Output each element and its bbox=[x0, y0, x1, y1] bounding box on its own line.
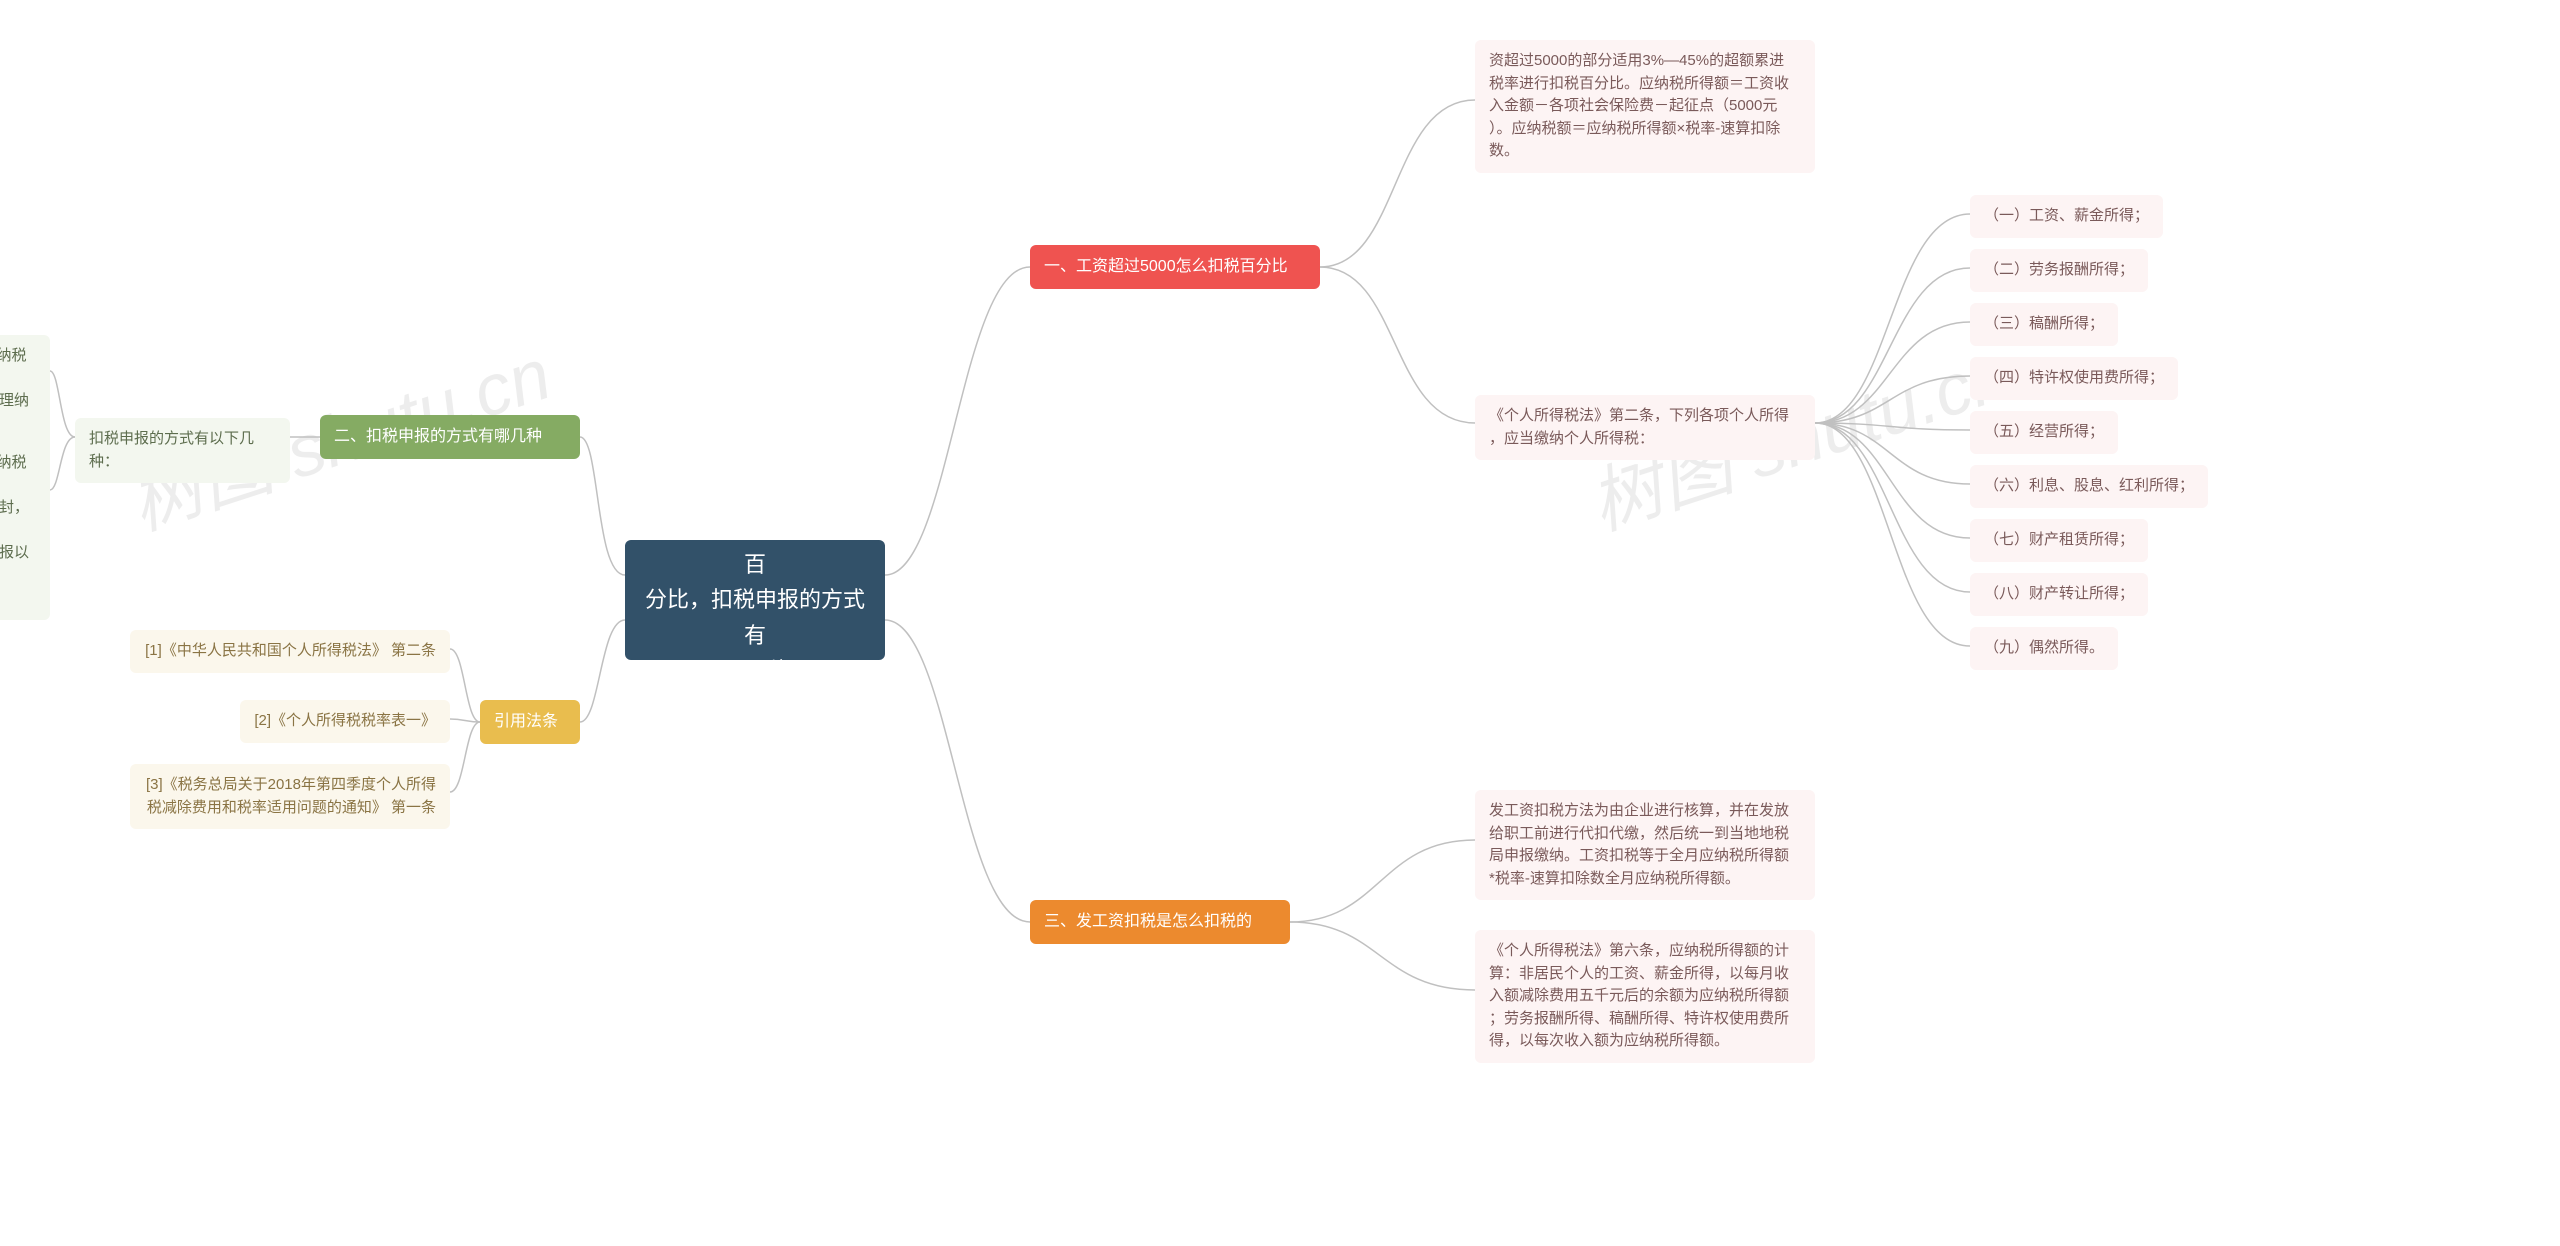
branch-three[interactable]: 三、发工资扣税是怎么扣税的 bbox=[1030, 900, 1290, 944]
branch-two-sub-2: 2.邮寄申报，纳税人采取邮寄方式办理纳税申 报的，应当使用统一的纳税申报专用信封… bbox=[0, 442, 50, 620]
branch-three-child-2: 《个人所得税法》第六条，应纳税所得额的计 算：非居民个人的工资、薪金所得，以每月… bbox=[1475, 930, 1815, 1063]
connector-layer bbox=[0, 0, 2560, 1246]
tax-income-item-3: （三）稿酬所得； bbox=[1970, 303, 2118, 346]
ref-item-2: [2]《个人所得税税率表一》 bbox=[240, 700, 450, 743]
branch-two-child: 扣税申报的方式有以下几种： bbox=[75, 418, 290, 483]
branch-one[interactable]: 一、工资超过5000怎么扣税百分比 bbox=[1030, 245, 1320, 289]
tax-income-item-6: （六）利息、股息、红利所得； bbox=[1970, 465, 2208, 508]
branch-three-child-1: 发工资扣税方法为由企业进行核算，并在发放 给职工前进行代扣代缴，然后统一到当地地… bbox=[1475, 790, 1815, 900]
tax-income-item-2: （二）劳务报酬所得； bbox=[1970, 249, 2148, 292]
tax-income-item-9: （九）偶然所得。 bbox=[1970, 627, 2118, 670]
ref-item-1: [1]《中华人民共和国个人所得税法》 第二条 bbox=[130, 630, 450, 673]
tax-income-item-4: （四）特许权使用费所得； bbox=[1970, 357, 2178, 400]
tax-income-item-8: （八）财产转让所得； bbox=[1970, 573, 2148, 616]
root-node[interactable]: 工资超过5000怎么扣税百 分比，扣税申报的方式有 哪几种 bbox=[625, 540, 885, 660]
branch-one-child-1: 资超过5000的部分适用3%—45%的超额累进 税率进行扣税百分比。应纳税所得额… bbox=[1475, 40, 1815, 173]
tax-income-item-7: （七）财产租赁所得； bbox=[1970, 519, 2148, 562]
ref-item-3: [3]《税务总局关于2018年第四季度个人所得 税减除费用和税率适用问题的通知》… bbox=[130, 764, 450, 829]
branch-one-child-2: 《个人所得税法》第二条，下列各项个人所得 ，应当缴纳个人所得税： bbox=[1475, 395, 1815, 460]
tax-income-item-5: （五）经营所得； bbox=[1970, 411, 2118, 454]
branch-ref[interactable]: 引用法条 bbox=[480, 700, 580, 744]
branch-two[interactable]: 二、扣税申报的方式有哪几种 bbox=[320, 415, 580, 459]
tax-income-item-1: （一）工资、薪金所得； bbox=[1970, 195, 2163, 238]
